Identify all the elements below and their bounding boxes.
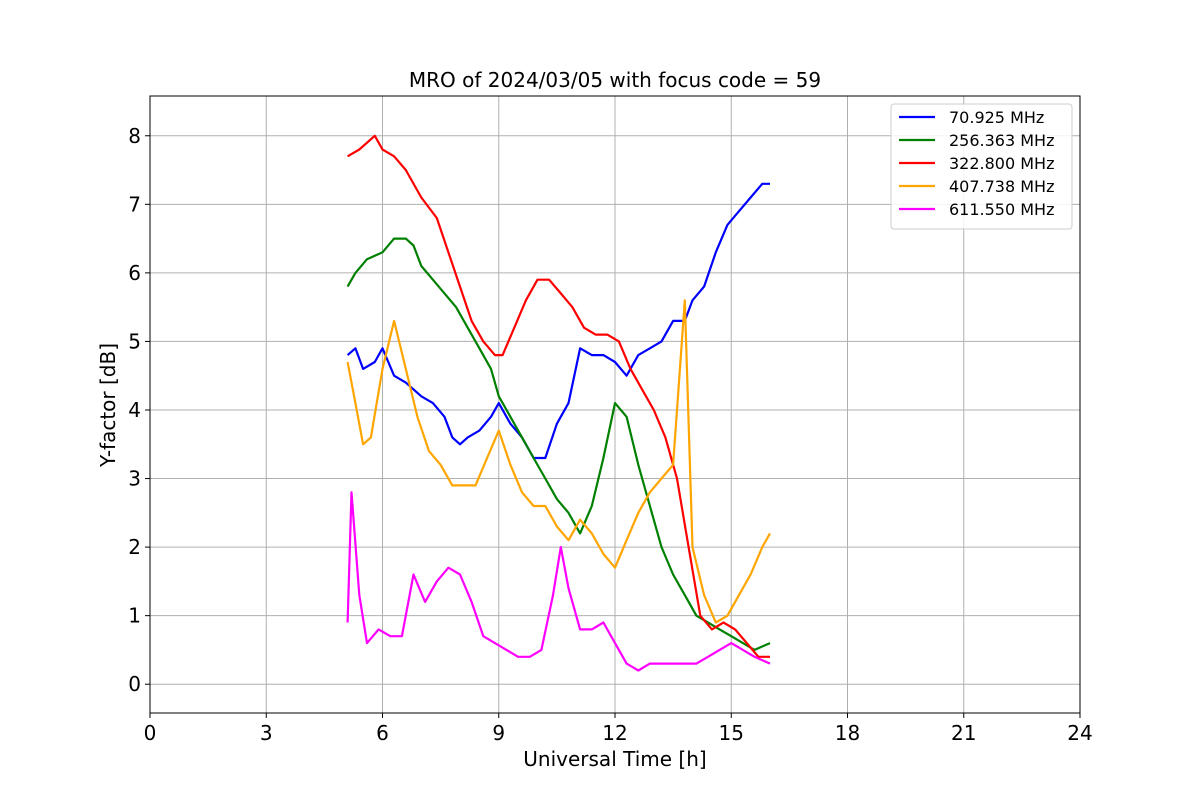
series-line-3 [346, 299, 771, 624]
x-axis-label: Universal Time [h] [523, 747, 706, 771]
series-line-1 [346, 237, 771, 652]
y-tick-label: 5 [128, 329, 141, 353]
x-tick-label: 0 [144, 721, 157, 745]
legend-label: 407.738 MHz [949, 177, 1054, 196]
legend: 70.925 MHz 256.363 MHz 322.800 MHz 407.738 … [890, 103, 1073, 230]
grid [149, 96, 1081, 713]
y-tick-label: 7 [128, 192, 141, 216]
y-axis-label: Y-factor [dB] [96, 343, 120, 468]
legend-label: 611.550 MHz [949, 200, 1054, 219]
legend-label: 70.925 MHz [949, 108, 1044, 127]
y-tick-label: 1 [128, 604, 141, 628]
y-tick-label: 4 [128, 398, 141, 422]
x-tick-label: 15 [719, 721, 744, 745]
chart-title: MRO of 2024/03/05 with focus code = 59 [409, 68, 821, 92]
y-axis: 0 1 2 3 4 5 6 7 8 [128, 124, 150, 696]
x-axis: 0 3 6 9 12 15 18 21 24 [144, 713, 1093, 745]
legend-label: 322.800 MHz [949, 154, 1054, 173]
y-tick-label: 8 [128, 124, 141, 148]
x-tick-label: 24 [1067, 721, 1092, 745]
x-tick-label: 6 [376, 721, 389, 745]
x-tick-label: 18 [835, 721, 860, 745]
y-tick-label: 2 [128, 535, 141, 559]
legend-label: 256.363 MHz [949, 131, 1054, 150]
y-tick-label: 0 [128, 672, 141, 696]
y-tick-label: 6 [128, 261, 141, 285]
x-tick-label: 21 [951, 721, 976, 745]
series-line-2 [347, 134, 770, 658]
x-tick-label: 9 [492, 721, 505, 745]
series-layer [346, 134, 771, 672]
x-tick-label: 3 [260, 721, 273, 745]
y-tick-label: 3 [128, 467, 141, 491]
x-tick-label: 12 [602, 721, 627, 745]
series-line-0 [346, 182, 770, 460]
legend-frame [890, 103, 1073, 230]
series-line-4 [346, 491, 771, 672]
